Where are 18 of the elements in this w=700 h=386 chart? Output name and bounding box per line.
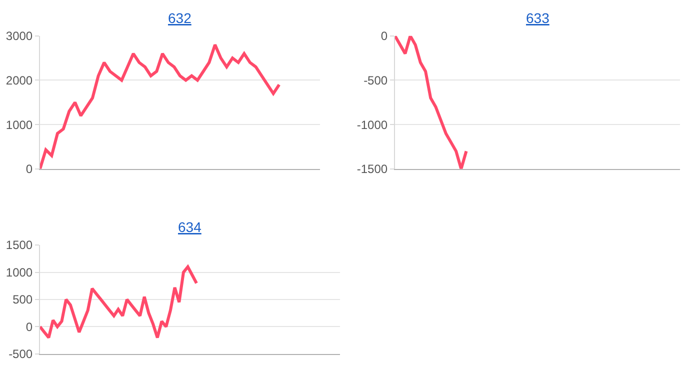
chart-title: 632: [168, 10, 192, 26]
y-tick-label: 3000: [6, 29, 33, 44]
line-series: [40, 265, 198, 340]
y-tick-label: -500: [8, 347, 33, 362]
y-tick-label: 0: [26, 162, 33, 176]
y-tick-label: 2000: [6, 73, 33, 88]
y-tick-label: -500: [364, 73, 388, 88]
chart-title: 633: [526, 10, 550, 26]
y-tick-label: 0: [26, 320, 33, 334]
y-tick-label: -1000: [356, 118, 388, 132]
y-tick-label: 1500: [6, 238, 33, 252]
line-series: [40, 43, 281, 169]
chart-title: 634: [178, 219, 202, 235]
y-tick-label: 0: [380, 29, 388, 44]
y-tick-label: -1500: [356, 162, 388, 176]
y-tick-label: 1000: [6, 265, 33, 280]
y-tick-label: 1000: [6, 118, 33, 132]
y-tick-label: 500: [12, 292, 33, 307]
